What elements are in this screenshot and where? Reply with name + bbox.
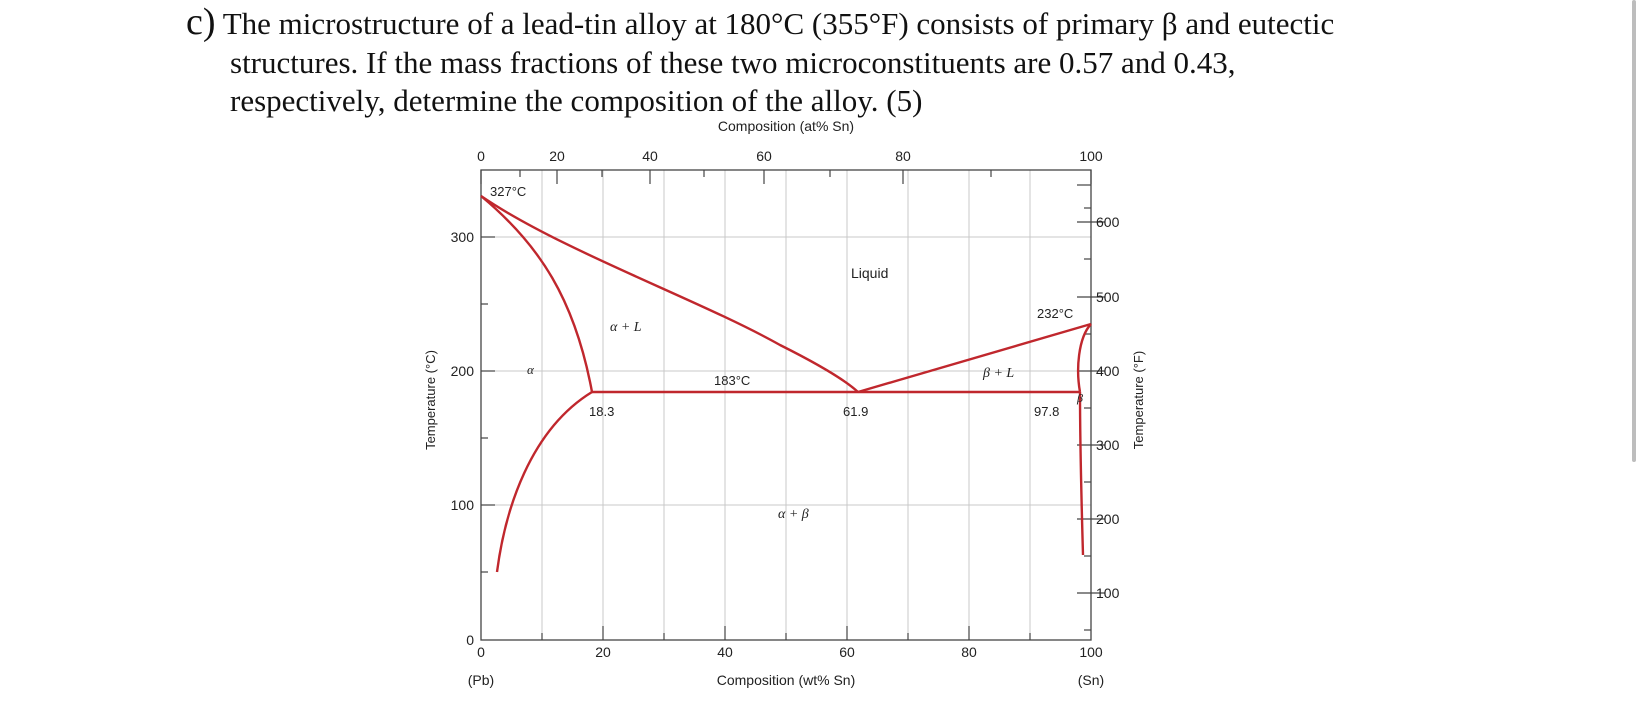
left-tick-label: 0	[466, 632, 474, 648]
bottom-tick-label: 20	[595, 644, 611, 660]
region-labels: Liquid α + L β + L α + β α β	[527, 265, 1083, 522]
beta-region-label: β	[1076, 391, 1083, 405]
top-tick-marks	[480, 170, 1092, 184]
pb-melting-label: 327°C	[490, 184, 526, 199]
question-text-1: The microstructure of a lead-tin alloy a…	[222, 6, 1335, 41]
phase-boundaries	[480, 195, 1092, 573]
sn-melting-label: 232°C	[1037, 306, 1073, 321]
annotations: 327°C 232°C 183°C 18.3 61.9 97.8	[490, 184, 1073, 419]
solvus-right	[1078, 391, 1085, 556]
eutectic-temp-label: 183°C	[714, 373, 750, 388]
bottom-tick-label: 40	[717, 644, 733, 660]
liquidus-left	[480, 195, 859, 393]
right-tick-label: 300	[1096, 437, 1120, 453]
left-tick-label: 300	[451, 229, 475, 245]
scrollbar[interactable]	[1632, 0, 1636, 462]
solidus-left	[480, 195, 594, 393]
right-tick-label: 600	[1096, 214, 1120, 230]
alpha-limit-label: 18.3	[589, 404, 614, 419]
right-tick-label: 500	[1096, 289, 1120, 305]
solidus-right	[1076, 323, 1092, 393]
left-tick-marks	[481, 236, 495, 573]
right-tick-label: 100	[1096, 585, 1120, 601]
alpha-beta-region-label: α + β	[778, 507, 809, 522]
bottom-tick-label: 100	[1079, 644, 1103, 660]
top-tick-labels: 0 20 40 60 80 100	[477, 148, 1103, 164]
liquidus-right	[857, 322, 1092, 394]
bottom-tick-label: 80	[961, 644, 977, 660]
beta-liquid-region-label: β + L	[982, 366, 1014, 381]
sn-label: (Sn)	[1078, 672, 1104, 688]
top-tick-label: 80	[895, 148, 911, 164]
top-tick-label: 60	[756, 148, 772, 164]
left-tick-labels: 0 100 200 300	[451, 229, 475, 648]
question-line-3: respectively, determine the composition …	[230, 83, 923, 118]
top-tick-label: 0	[477, 148, 485, 164]
right-tick-label: 400	[1096, 363, 1120, 379]
alpha-region-label: α	[527, 362, 535, 377]
left-tick-label: 200	[451, 363, 475, 379]
bottom-tick-marks	[541, 626, 1031, 640]
right-tick-labels: 100 200 300 400 500 600	[1096, 214, 1120, 601]
top-tick-label: 20	[549, 148, 565, 164]
bottom-tick-labels: 0 20 40 60 80 100	[477, 644, 1103, 660]
right-axis-title: Temperature (°F)	[1131, 351, 1146, 449]
bottom-tick-label: 60	[839, 644, 855, 660]
left-tick-label: 100	[451, 497, 475, 513]
bottom-tick-label: 0	[477, 644, 485, 660]
question-line-1: c) The microstructure of a lead-tin allo…	[186, 1, 1335, 43]
beta-limit-label: 97.8	[1034, 404, 1059, 419]
top-tick-label: 100	[1079, 148, 1103, 164]
eutectic-comp-label: 61.9	[843, 404, 868, 419]
top-tick-label: 40	[642, 148, 658, 164]
grid	[481, 170, 1091, 640]
pb-label: (Pb)	[468, 672, 494, 688]
top-axis-title: Composition (at% Sn)	[718, 118, 854, 134]
right-tick-label: 200	[1096, 511, 1120, 527]
question-line-2: structures. If the mass fractions of the…	[230, 45, 1236, 80]
right-tick-marks	[1077, 184, 1105, 631]
liquid-region-label: Liquid	[851, 265, 888, 281]
solvus-left	[495, 390, 593, 573]
left-axis-title: Temperature (°C)	[423, 350, 438, 450]
alpha-liquid-region-label: α + L	[610, 320, 642, 335]
question-label: c)	[186, 1, 216, 43]
bottom-axis-title: Composition (wt% Sn)	[717, 672, 856, 688]
